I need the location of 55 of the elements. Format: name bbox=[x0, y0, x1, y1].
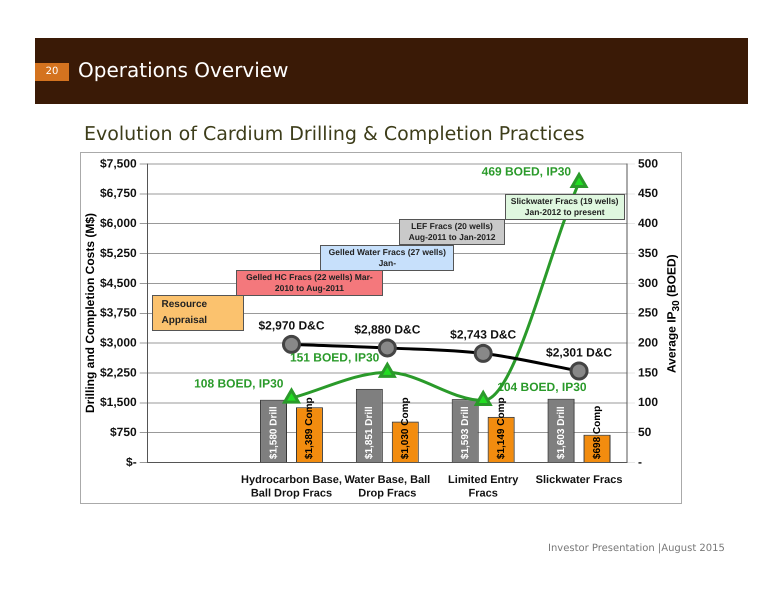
data-label: $1,851 Drill bbox=[364, 406, 376, 460]
y2-tick-label: 50 bbox=[638, 425, 652, 440]
text-box: Gelled HC Fracs (22 wells) Mar-2010 to Aug-2011 bbox=[236, 270, 383, 296]
x-tick-label: Hydrocarbon Base, Ball Drop Fracs bbox=[241, 474, 342, 500]
y-tick-label: $3,750 bbox=[100, 306, 138, 320]
y2-tick-label: 500 bbox=[638, 156, 658, 170]
point bbox=[474, 390, 492, 406]
y-tick-label: $750 bbox=[110, 425, 138, 440]
y2-tick-label: 200 bbox=[638, 335, 658, 350]
y2-tick-label: 350 bbox=[638, 246, 658, 260]
text-box: Slickwater Fracs (19 wells) Jan-2012 to present bbox=[504, 194, 625, 220]
text: 20 bbox=[35, 63, 69, 81]
point bbox=[283, 388, 300, 404]
y2-tick-label: 300 bbox=[638, 276, 658, 290]
y-tick-label: $7,500 bbox=[100, 156, 138, 170]
data-label: $1,580 Drill bbox=[268, 406, 280, 460]
data-label: $1,389 Comp bbox=[304, 397, 316, 460]
y-tick-label: $2,250 bbox=[100, 365, 138, 380]
data-label: $1,603 Drill bbox=[556, 406, 567, 460]
data-label: $2,743 D&C bbox=[450, 328, 517, 342]
y2-tick-label: 450 bbox=[638, 186, 658, 200]
x-tick-label: Water Base, Ball Drop Fracs bbox=[344, 474, 430, 500]
y-tick-label: $4,500 bbox=[100, 276, 138, 290]
data-label: 469 BOED, IP30 bbox=[482, 164, 572, 178]
y2-tick-label: 250 bbox=[638, 306, 658, 320]
data-label: $2,970 D&C bbox=[258, 318, 325, 333]
data-label: $1,149 Comp bbox=[496, 397, 507, 460]
y-tick-label: $3,000 bbox=[100, 335, 138, 350]
y2-tick-label: 150 bbox=[638, 365, 658, 380]
data-label: $698 Comp bbox=[592, 406, 603, 460]
y-tick-label: $- bbox=[126, 454, 137, 469]
y-tick-label: $5,250 bbox=[100, 246, 138, 260]
text-box: Resource Appraisal bbox=[152, 295, 244, 332]
y-axis-title: Drilling and Completion Costs (M$) bbox=[83, 213, 97, 414]
point bbox=[378, 362, 396, 378]
data-label: $1,030 Comp bbox=[400, 397, 412, 460]
text-box: LEF Fracs (20 wells) Aug-2011 to Jan-2012 bbox=[399, 219, 505, 246]
text: Investor Presentation |August 2015 bbox=[548, 543, 725, 554]
point bbox=[570, 173, 588, 188]
x-tick-label: Slickwater Fracs bbox=[536, 474, 622, 486]
chart-title: Operations Overview bbox=[78, 58, 288, 82]
data-label: 151 BOED, IP30 bbox=[290, 350, 380, 365]
y-tick-label: $6,750 bbox=[100, 186, 138, 200]
y2-tick-label: 100 bbox=[638, 395, 658, 410]
y2-tick-label: - bbox=[638, 454, 642, 469]
y2-tick-label: 400 bbox=[638, 216, 658, 230]
text-box: Gelled Water Fracs (27 wells) Jan- bbox=[320, 244, 454, 271]
y-tick-label: $1,500 bbox=[100, 395, 138, 410]
data-label: $2,880 D&C bbox=[354, 322, 421, 336]
data-label: $1,593 Drill bbox=[460, 406, 471, 460]
y-tick-label: $6,000 bbox=[100, 216, 138, 230]
chart-subtitle: Evolution of Cardium Drilling & Completion Practices bbox=[84, 123, 585, 145]
data-label: $2,301 D&C bbox=[546, 345, 612, 360]
data-label: 108 BOED, IP30 bbox=[194, 376, 284, 390]
x-tick-label: Limited Entry Fracs bbox=[448, 474, 520, 500]
